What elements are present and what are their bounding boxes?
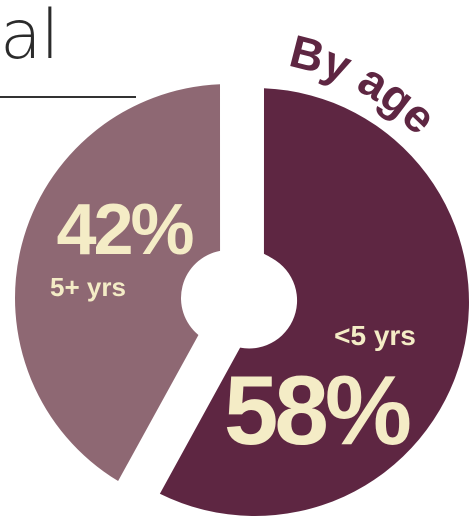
slice-value-under-5-yrs: 58%: [224, 355, 410, 465]
heading-rule: [0, 96, 136, 98]
slice-5-plus-yrs: [15, 84, 221, 482]
slice-label-5-plus-yrs: 5+ yrs: [50, 272, 126, 302]
slice-under-5-yrs: [159, 88, 469, 516]
slice-value-5-plus-yrs: 42%: [56, 190, 193, 270]
slice-label-under-5-yrs: <5 yrs: [334, 320, 416, 351]
donut-hole: [197, 250, 293, 346]
heading-fragment: al: [0, 0, 60, 75]
